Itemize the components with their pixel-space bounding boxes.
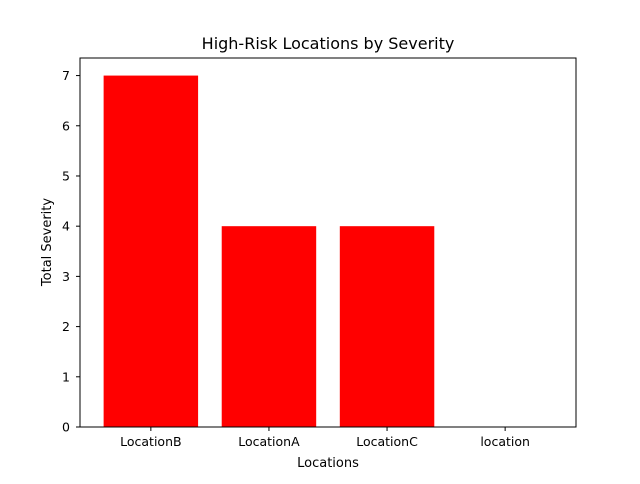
y-tick-label: 3 bbox=[62, 269, 70, 284]
x-tick-label: LocationC bbox=[356, 434, 418, 449]
x-tick-label: location bbox=[480, 434, 530, 449]
bar-LocationC bbox=[339, 226, 435, 427]
y-tick-label: 1 bbox=[62, 369, 70, 384]
y-tick-label: 4 bbox=[62, 219, 70, 234]
x-tick-label: LocationB bbox=[120, 434, 181, 449]
y-tick-label: 0 bbox=[62, 420, 70, 435]
plot-frame bbox=[79, 57, 577, 428]
x-axis-label: Locations bbox=[297, 456, 359, 471]
y-tick-label: 7 bbox=[62, 68, 70, 83]
y-tick-label: 6 bbox=[62, 118, 70, 133]
chart-title: High-Risk Locations by Severity bbox=[202, 34, 455, 53]
bar-LocationA bbox=[221, 226, 317, 427]
x-axis-ticks: LocationB LocationA LocationC location bbox=[120, 427, 530, 449]
y-tick-label: 5 bbox=[62, 168, 70, 183]
y-tick-label: 2 bbox=[62, 319, 70, 334]
y-axis-label: Total Severity bbox=[40, 198, 55, 287]
y-axis-ticks: 0 1 2 3 4 5 6 7 bbox=[62, 68, 80, 435]
bars-group bbox=[103, 75, 435, 428]
x-tick-label: LocationA bbox=[238, 434, 300, 449]
bar-LocationB bbox=[103, 75, 199, 428]
